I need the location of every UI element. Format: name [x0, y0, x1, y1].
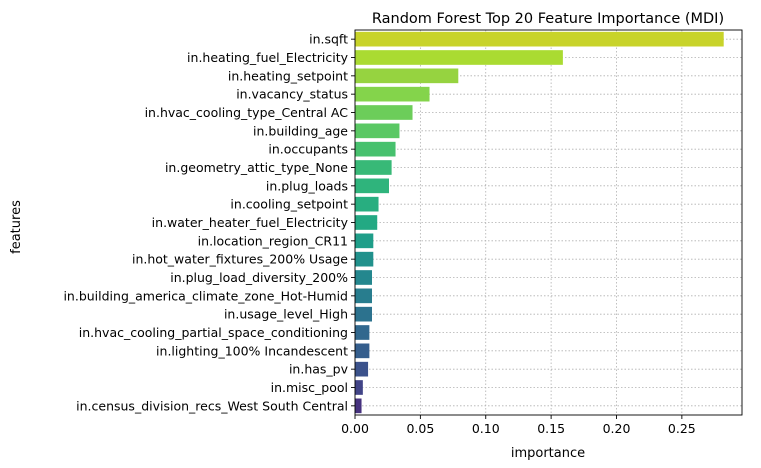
- bar: [355, 306, 372, 322]
- bar: [355, 123, 400, 139]
- x-axis-label: importance: [511, 446, 585, 461]
- category-label: in.location_region_CR11: [198, 233, 348, 248]
- x-tick-label: 0.10: [472, 421, 500, 436]
- x-tick-label: 0.20: [603, 421, 631, 436]
- category-label: in.heating_setpoint: [228, 68, 348, 83]
- category-labels: in.sqft in.heating_fuel_Electricity in.hea…: [63, 32, 355, 413]
- category-label: in.vacancy_status: [236, 87, 348, 102]
- category-label: in.usage_level_High: [224, 307, 348, 322]
- bars: [355, 31, 724, 414]
- category-label: in.cooling_setpoint: [230, 197, 348, 212]
- x-tick-label: 0.00: [341, 421, 369, 436]
- bar: [355, 270, 372, 285]
- bar: [355, 31, 724, 47]
- category-label: in.building_age: [253, 123, 348, 138]
- bar: [355, 141, 396, 157]
- category-label: in.geometry_attic_type_None: [165, 160, 348, 175]
- category-label: in.heating_fuel_Electricity: [187, 50, 349, 65]
- category-label: in.has_pv: [289, 362, 349, 377]
- category-label: in.plug_load_diversity_200%: [170, 270, 348, 285]
- bar: [355, 178, 389, 194]
- x-tick-label: 0.25: [668, 421, 696, 436]
- bar: [355, 50, 563, 65]
- bar: [355, 398, 362, 414]
- bar: [355, 380, 363, 395]
- bar: [355, 160, 392, 175]
- category-label: in.water_heater_fuel_Electricity: [152, 215, 349, 230]
- x-tick-label: 0.05: [406, 421, 434, 436]
- x-tick-label: 0.15: [537, 421, 565, 436]
- category-label: in.sqft: [309, 32, 348, 47]
- bar: [355, 361, 369, 377]
- bar: [355, 86, 430, 102]
- category-label: in.census_division_recs_West South Centr…: [76, 398, 348, 413]
- bar: [355, 105, 413, 120]
- bar: [355, 325, 370, 340]
- bar: [355, 215, 378, 230]
- category-label: in.building_america_climate_zone_Hot-Hum…: [63, 288, 348, 303]
- bar: [355, 196, 379, 212]
- category-label: in.plug_loads: [266, 178, 348, 193]
- category-label: in.occupants: [268, 142, 348, 157]
- chart-title: Random Forest Top 20 Feature Importance …: [372, 11, 724, 27]
- category-label: in.misc_pool: [271, 380, 348, 395]
- category-label: in.lighting_100% Incandescent: [156, 343, 348, 358]
- x-axis-ticks: 0.00 0.05 0.10 0.15 0.20 0.25: [341, 415, 696, 436]
- bar: [355, 288, 372, 304]
- y-axis-label: features: [9, 200, 24, 254]
- bar: [355, 233, 374, 249]
- category-label: in.hot_water_fixtures_200% Usage: [132, 252, 348, 267]
- bar: [355, 251, 374, 267]
- bar: [355, 343, 370, 359]
- bar: [355, 68, 459, 84]
- category-label: in.hvac_cooling_partial_space_conditioni…: [79, 325, 348, 340]
- category-label: in.hvac_cooling_type_Central AC: [145, 105, 349, 120]
